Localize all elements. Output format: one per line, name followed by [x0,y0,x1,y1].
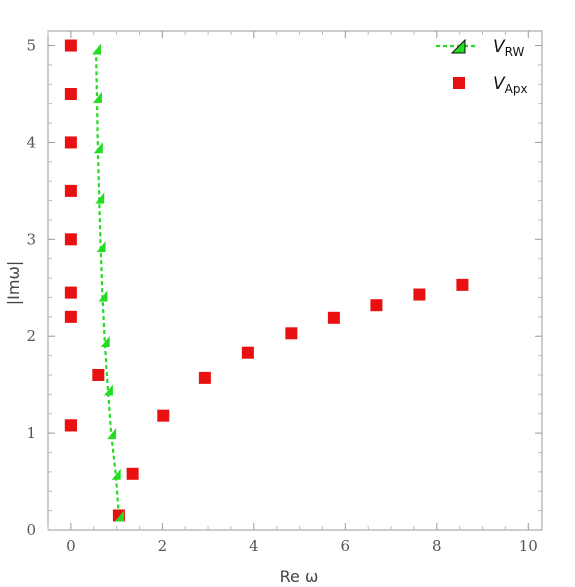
apx-square-point [327,311,340,324]
rw-triangle-point [103,384,113,396]
legend-apx-label: VApx [493,74,528,96]
y-tick-label: 0 [26,521,36,539]
apx-square-point [64,233,77,246]
x-tick-label: 10 [519,537,538,555]
series-rw-line [94,48,120,516]
apx-square-point [64,419,77,432]
apx-square-point [456,278,469,291]
axis-tick-labels: 0 2 4 6 8 10 0 1 2 3 4 5 [26,37,537,555]
rw-triangle-point [96,241,106,253]
apx-square-point [92,368,105,381]
y-tick-label: 1 [26,424,36,442]
x-tick-label: 6 [341,537,351,555]
apx-square-point [285,327,298,340]
rw-triangle-point [92,91,102,103]
legend-rw-main: V [493,37,506,57]
apx-square-point [64,286,77,299]
legend-apx-sub: Apx [505,82,528,96]
series-rw-path [94,48,120,516]
y-tick-label: 2 [26,327,36,345]
apx-square-point [370,299,383,312]
apx-square-point [157,409,170,422]
rw-triangle-point [111,468,121,480]
x-tick-label: 0 [66,537,76,555]
rw-triangle-point [114,510,124,522]
legend: VRW VApx [436,37,528,96]
apx-square-point [413,288,426,301]
rw-triangle-point [95,192,105,204]
apx-square-point [64,136,77,149]
rw-triangle-point [107,428,117,440]
apx-square-point [64,184,77,197]
rw-triangle-point [98,290,108,302]
x-tick-label: 4 [249,537,259,555]
legend-apx-main: V [493,74,506,94]
x-tick-label: 8 [432,537,442,555]
axis-ticks [47,31,542,531]
apx-square-point [126,467,139,480]
legend-rw-sub: RW [505,45,525,59]
rw-triangle-point [92,43,102,55]
apx-square-point [198,371,211,384]
y-axis-title: |Imω| [4,261,23,305]
y-tick-label: 3 [26,230,36,248]
plot-frame [47,30,543,531]
legend-rw-triangle-swatch [450,38,466,54]
rw-triangle-point [93,142,103,154]
y-tick-label: 4 [26,133,36,151]
legend-apx-square-swatch [453,77,465,89]
x-tick-label: 2 [158,537,168,555]
data-points [64,39,469,522]
apx-square-point [241,346,254,359]
apx-square-point [64,39,77,52]
rw-triangle-point [100,336,110,348]
apx-square-point [64,87,77,100]
legend-rw-label: VRW [493,37,524,59]
y-tick-label: 5 [26,37,36,55]
x-axis-title: Re ω [280,567,319,586]
apx-square-point [64,310,77,323]
